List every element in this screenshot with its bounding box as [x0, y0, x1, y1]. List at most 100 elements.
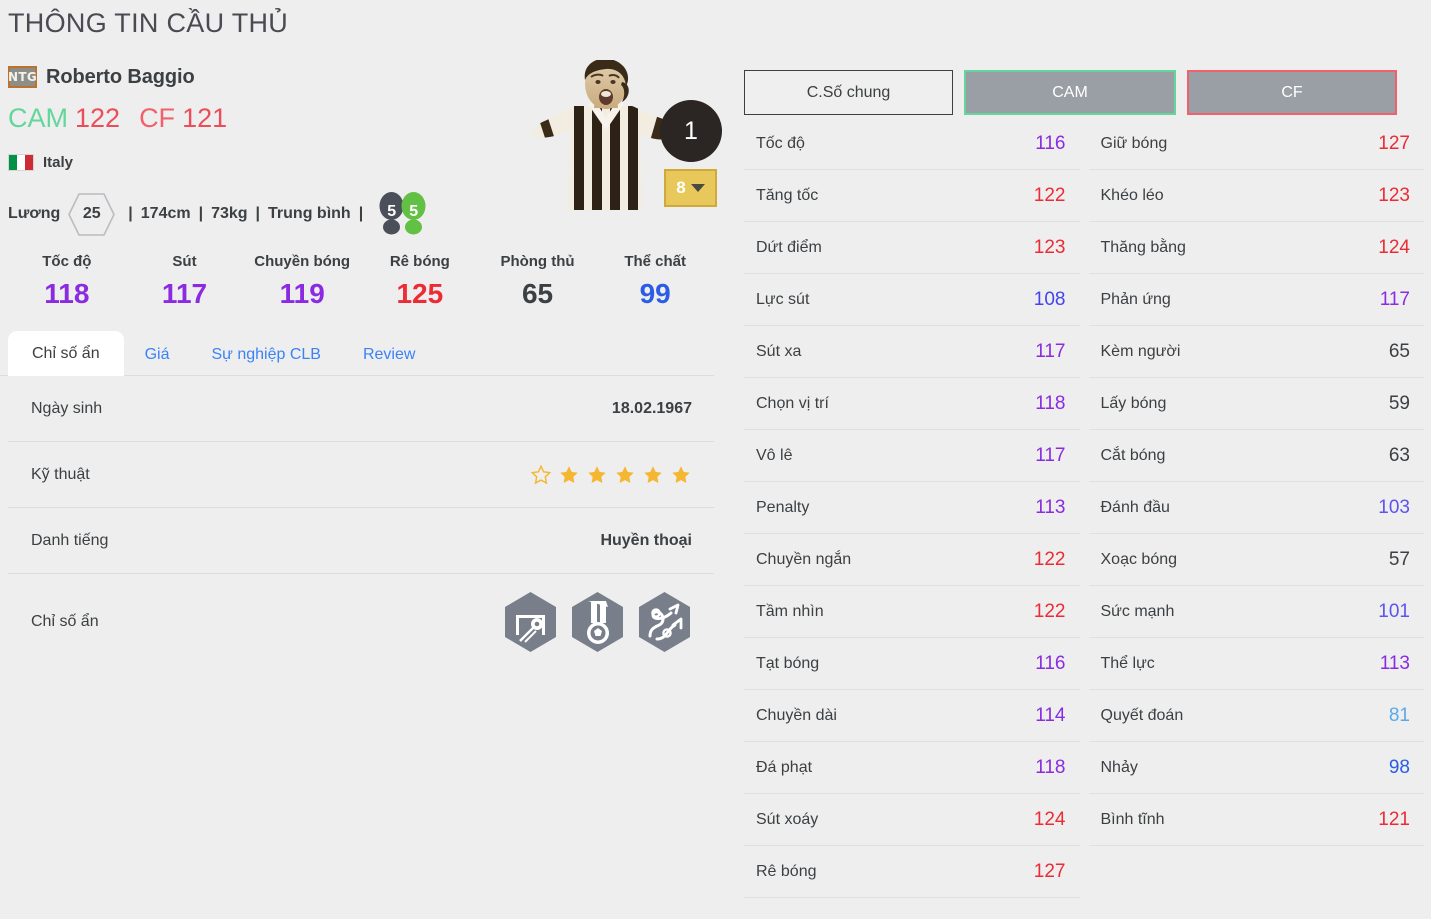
stat-name: Chuyền dài — [756, 706, 837, 724]
stat-value: 117 — [1035, 444, 1066, 466]
stat-name: Tạt bóng — [756, 654, 820, 672]
card-number-value: 1 — [684, 116, 698, 145]
player-body-type: Trung bình — [268, 205, 351, 222]
main-attribute-value: 125 — [396, 278, 444, 309]
stat-value: 118 — [1035, 392, 1066, 414]
stat-value: 124 — [1378, 236, 1410, 258]
stat-value: 127 — [1378, 132, 1410, 154]
tab-price[interactable]: Giá — [144, 346, 170, 363]
stat-name: Thăng bằng — [1100, 238, 1186, 256]
stat-row: Khéo léo 123 — [1088, 170, 1424, 222]
trait-icon-group — [503, 591, 692, 653]
star-filled-icon — [672, 465, 690, 483]
tab-position-cam[interactable]: CAM — [964, 70, 1176, 115]
main-attribute-label: Sút — [172, 253, 197, 270]
stat-row: Thể lực 113 — [1088, 638, 1424, 690]
main-attribute-label: Chuyền bóng — [254, 253, 351, 270]
player-height: 174cm — [140, 205, 191, 222]
stat-columns: Tốc độ 116 Tăng tốc 122 Dứt điểm 123 Lực sú… — [744, 118, 1424, 898]
stat-row: Đá phạt 118 — [744, 742, 1080, 794]
stat-name: Vô lê — [756, 446, 793, 464]
stat-name: Khéo léo — [1100, 186, 1164, 204]
stat-value: 121 — [1378, 808, 1410, 830]
stat-value: 65 — [1388, 340, 1410, 362]
medal-ball-icon — [572, 592, 623, 652]
detail-list: Ngày sinh 18.02.1967 Kỹ thuật Danh tiếng… — [0, 376, 714, 670]
main-attribute-value: 118 — [44, 278, 90, 309]
stat-row: Chọn vị trí 118 — [744, 378, 1080, 430]
stat-value: 63 — [1388, 444, 1410, 466]
stat-value: 116 — [1035, 132, 1066, 154]
stat-row: Sút xoáy 124 — [744, 794, 1080, 846]
chevron-down-icon — [690, 184, 705, 192]
meta-separator-1: | — [128, 205, 133, 222]
main-attribute-value: 117 — [161, 278, 208, 309]
player-photo-block: 1 8 — [512, 58, 737, 218]
stat-name: Thể lực — [1100, 654, 1155, 672]
star-filled-icon — [588, 465, 606, 483]
main-attribute-physical: Thể chất 99 — [596, 253, 714, 310]
detail-row-hidden-traits: Chỉ số ẩn — [8, 574, 714, 670]
stat-value: 122 — [1033, 548, 1066, 570]
player-positions-row: CAM 122 CF 121 — [0, 103, 722, 134]
main-attribute-passing: Chuyền bóng 119 — [243, 253, 361, 310]
stat-value: 118 — [1035, 756, 1066, 778]
main-attribute-shooting: Sút 117 — [126, 253, 244, 310]
nationality-row: Italy — [0, 154, 722, 171]
detail-row-reputation: Danh tiếng Huyền thoại — [8, 508, 714, 574]
main-attribute-label: Phòng thủ — [500, 253, 575, 270]
stat-row: Cắt bóng 63 — [1088, 430, 1424, 482]
stat-row: Nhảy 98 — [1088, 742, 1424, 794]
stat-name: Tốc độ — [756, 134, 805, 152]
salary-value: 25 — [82, 205, 101, 222]
detail-label: Chỉ số ẩn — [31, 613, 99, 630]
goal-net-shot-icon — [505, 592, 556, 652]
stat-row: Bình tĩnh 121 — [1088, 794, 1424, 846]
stat-name: Penalty — [756, 498, 810, 516]
detail-row-skill: Kỹ thuật — [8, 442, 714, 508]
stat-name: Chọn vị trí — [756, 394, 829, 412]
level-selector[interactable]: 8 — [664, 169, 717, 207]
stat-name: Dứt điểm — [756, 238, 822, 256]
stat-row: Lực sút 108 — [744, 274, 1080, 326]
skill-moves-icon: 5 — [401, 191, 426, 235]
stat-value: 101 — [1378, 600, 1410, 622]
stat-row: Giữ bóng 127 — [1088, 118, 1424, 170]
main-attribute-dribbling: Rê bóng 125 — [361, 253, 479, 310]
player-weight: 73kg — [211, 205, 248, 222]
detail-label: Kỹ thuật — [31, 465, 90, 483]
stat-row: Đánh đầu 103 — [1088, 482, 1424, 534]
weak-foot-icon: 5 — [379, 191, 404, 235]
stat-row: Chuyền dài 114 — [744, 690, 1080, 742]
feet-ratings: 5 5 — [379, 191, 426, 237]
star-filled-icon — [560, 465, 578, 483]
stat-name: Cắt bóng — [1100, 446, 1166, 464]
weak-foot-value: 5 — [387, 203, 397, 220]
tab-club-career[interactable]: Sự nghiệp CLB — [211, 346, 321, 363]
detail-value-reputation: Huyền thoại — [600, 531, 692, 549]
level-value: 8 — [676, 178, 686, 197]
tab-position-cf[interactable]: CF — [1187, 70, 1397, 115]
stat-value: 113 — [1035, 496, 1066, 518]
stat-row: Quyết đoán 81 — [1088, 690, 1424, 742]
stat-row: Xoạc bóng 57 — [1088, 534, 1424, 586]
player-info-panel: NTG Roberto Baggio CAM 122 CF 121 Italy … — [0, 62, 722, 670]
player-meta-row: Lương 25 | 174cm | 73kg | Trung bình | 5 — [0, 191, 722, 237]
stat-row: Phản ứng 117 — [1088, 274, 1424, 326]
main-attribute-value: 65 — [521, 278, 554, 309]
stat-value: 114 — [1035, 704, 1066, 726]
stat-row: Lấy bóng 59 — [1088, 378, 1424, 430]
stat-name: Tầm nhìn — [756, 602, 824, 620]
stat-value: 122 — [1033, 600, 1066, 622]
detail-label: Danh tiếng — [31, 531, 109, 549]
main-attribute-label: Tốc độ — [42, 253, 92, 270]
nationality-label: Italy — [43, 154, 74, 171]
stat-value: 116 — [1035, 652, 1066, 674]
stat-row: Chuyền ngắn 122 — [744, 534, 1080, 586]
tab-hidden-stats[interactable]: Chỉ số ẩn — [8, 331, 124, 376]
stat-value: 117 — [1035, 340, 1066, 362]
tab-general-stats[interactable]: C.Số chung — [744, 70, 953, 115]
skill-moves-value: 5 — [409, 203, 419, 220]
stat-value: 117 — [1379, 288, 1410, 310]
tab-review[interactable]: Review — [362, 346, 416, 363]
